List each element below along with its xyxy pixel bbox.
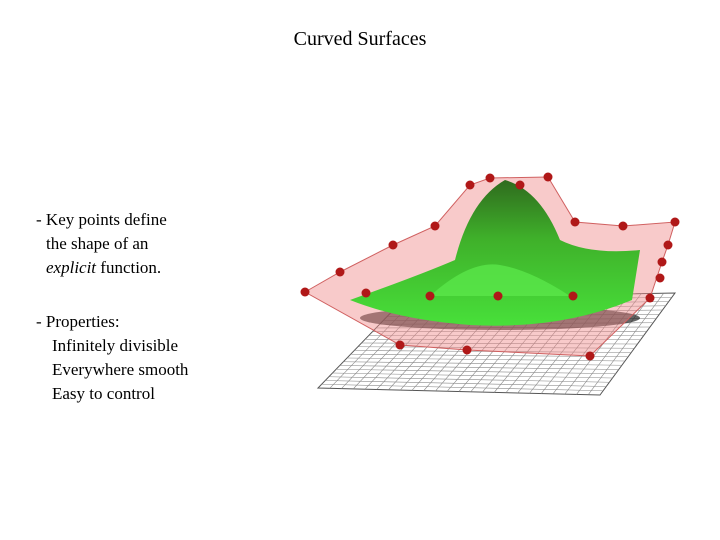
control-point: [543, 172, 553, 182]
control-point: [425, 291, 435, 301]
text: function.: [96, 258, 162, 277]
grid-line: [332, 372, 613, 379]
control-point: [663, 240, 673, 250]
control-point: [618, 221, 628, 231]
control-point: [335, 267, 345, 277]
slide-title: Curved Surfaces: [293, 28, 427, 50]
grid-line: [328, 376, 610, 383]
bullet-line: - Key points define: [36, 210, 167, 229]
grid-line: [588, 293, 664, 395]
control-point: [493, 291, 503, 301]
control-point: [361, 288, 371, 298]
control-point: [485, 173, 495, 183]
control-point: [657, 257, 667, 267]
control-point: [568, 291, 578, 301]
control-point: [430, 221, 440, 231]
italic-word: explicit: [46, 258, 97, 277]
control-point: [670, 217, 680, 227]
curved-surface: [350, 180, 640, 326]
control-point: [515, 180, 525, 190]
control-point: [465, 180, 475, 190]
bullet-line: - Properties:: [36, 312, 120, 331]
bullet-line: Infinitely divisible: [52, 336, 179, 355]
bullet-line: the shape of an: [46, 234, 149, 253]
control-point: [395, 340, 405, 350]
grid-line: [321, 383, 604, 392]
grid-line: [325, 380, 607, 387]
control-point: [570, 217, 580, 227]
bullet-line: Everywhere smooth: [52, 360, 189, 379]
surface-highlight: [430, 264, 570, 296]
control-points: [300, 172, 680, 361]
control-point: [462, 345, 472, 355]
control-point: [645, 293, 655, 303]
grid-line: [576, 293, 653, 395]
control-point: [585, 351, 595, 361]
bullet-line: explicit function.: [46, 258, 161, 278]
bullet-line: Easy to control: [52, 384, 155, 403]
control-point: [300, 287, 310, 297]
control-point: [655, 273, 665, 283]
control-point: [388, 240, 398, 250]
